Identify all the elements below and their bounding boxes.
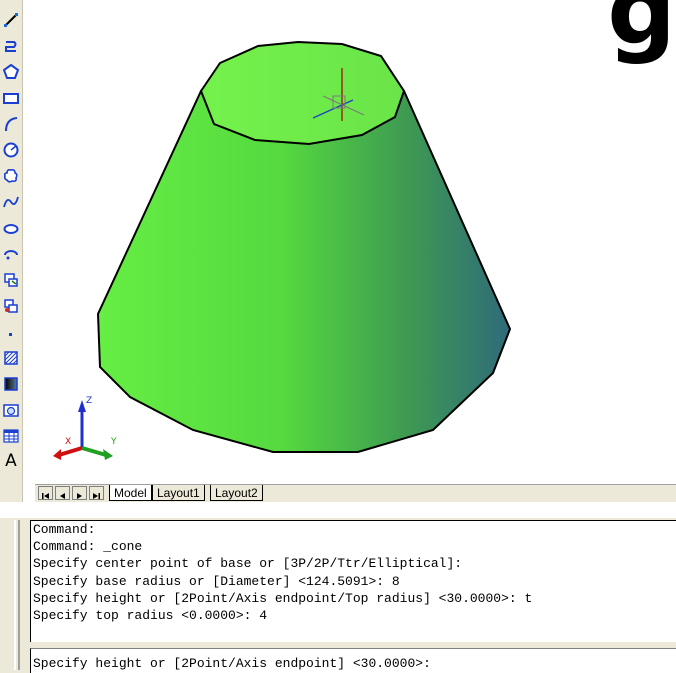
ucs-z-label: Z [86,396,92,406]
polyline-icon[interactable] [3,38,19,54]
ucs-y-label: Y [110,437,117,447]
model-viewport[interactable]: g [23,0,676,482]
crosshair-icon [312,68,365,121]
command-history-line: Command: [33,522,96,537]
circle-icon[interactable] [3,142,19,158]
ellipse-icon[interactable] [3,220,19,236]
command-prompt: Specify height or [2Point/Axis endpoint]… [33,656,431,671]
next-tab-button[interactable] [72,486,87,500]
arc-icon[interactable] [3,116,19,132]
tab-layout1[interactable]: Layout1 [152,485,205,501]
polygon-icon[interactable] [3,64,19,80]
table-icon[interactable] [3,428,19,444]
tab-model[interactable]: Model [109,485,152,501]
revision-cloud-icon[interactable] [3,168,19,184]
command-input[interactable]: Specify height or [2Point/Axis endpoint]… [30,648,676,673]
command-history-line: Command: _cone [33,539,143,555]
ucs-x-label: X [65,437,71,447]
line-icon[interactable] [3,12,19,28]
ellipse-arc-icon[interactable] [3,246,19,262]
command-window-grip[interactable] [14,520,20,670]
hatch-icon[interactable] [3,350,19,366]
command-history-line: Specify center point of base or [3P/2P/T… [33,556,463,572]
first-tab-button[interactable] [38,486,53,500]
cone-top-face[interactable] [199,40,406,146]
region-icon[interactable] [3,402,19,418]
command-history-line: Specify base radius or [Diameter] <124.5… [33,573,400,589]
command-history-line: Specify height or [2Point/Axis endpoint/… [33,590,533,606]
viewport-command-separator [0,502,676,518]
make-block-icon[interactable] [3,298,19,314]
tab-layout2[interactable]: Layout2 [210,485,263,501]
command-window: Command: Command: _cone Specify center p… [0,518,676,673]
ucs-axis-icon: Z X Y [53,396,117,460]
command-history-line: Specify top radius <0.0000>: 4 [33,608,268,624]
drawing-canvas[interactable]: Z X Y [23,0,676,482]
draw-toolbar: A [0,0,23,505]
corner-glyph: g [607,0,676,66]
layout-tabs-bar: Model Layout1 Layout2 [35,484,676,502]
insert-block-icon[interactable] [3,272,19,288]
point-icon[interactable] [3,324,19,340]
previous-tab-button[interactable] [55,486,70,500]
last-tab-button[interactable] [89,486,104,500]
spline-icon[interactable] [3,194,19,210]
multiline-text-icon[interactable]: A [5,451,17,471]
rectangle-icon[interactable] [3,90,19,106]
command-history[interactable]: Command: Command: _cone Specify center p… [30,520,676,642]
gradient-icon[interactable] [3,376,19,392]
cone-body[interactable] [96,90,512,453]
